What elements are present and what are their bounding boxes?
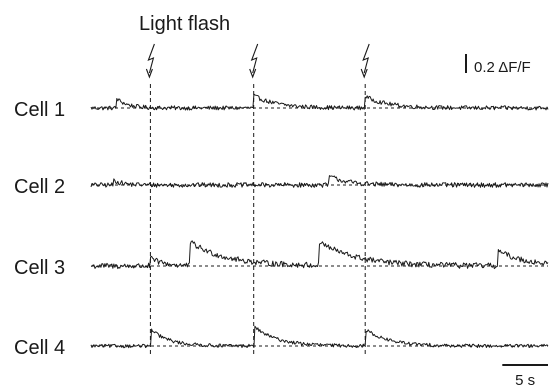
trace-cell-1 xyxy=(90,93,549,111)
trace-cell-4 xyxy=(90,325,549,349)
scale-bars: 0.2 ΔF/F 5 s xyxy=(465,54,548,389)
series-label: Cell 3 xyxy=(14,257,65,279)
series-label: Cell 2 xyxy=(14,176,65,198)
y-scale-label: 0.2 ΔF/F xyxy=(474,59,531,76)
series-label: Cell 1 xyxy=(14,99,65,121)
lightning-flash-icon xyxy=(360,43,370,79)
lightning-flash-icon xyxy=(249,43,259,79)
trace-cell-2 xyxy=(90,175,549,188)
lightning-flash-icon xyxy=(145,43,155,79)
trace-cell-3 xyxy=(90,240,549,270)
traces xyxy=(90,93,549,349)
series-label: Cell 4 xyxy=(14,337,65,359)
flash-markers xyxy=(145,43,370,356)
x-scale-label: 5 s xyxy=(515,372,535,389)
chart-title: Light flash xyxy=(139,13,230,35)
cell-labels: Cell 1 Cell 2 Cell 3 Cell 4 xyxy=(14,99,65,359)
